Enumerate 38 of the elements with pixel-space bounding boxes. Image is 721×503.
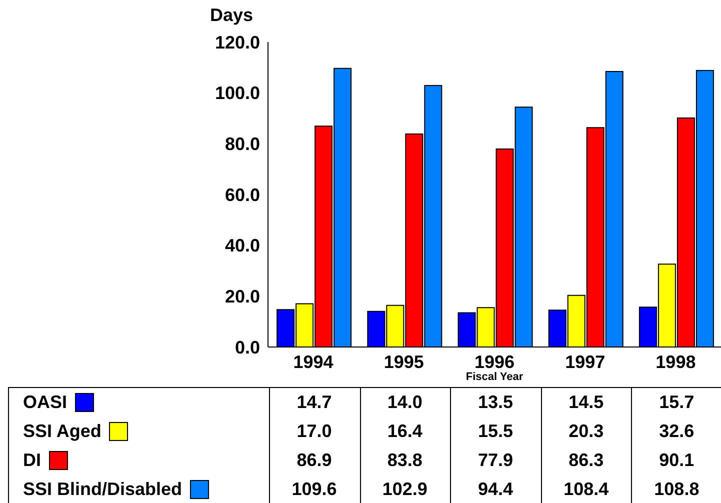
data-label: 20.3 — [568, 421, 605, 442]
data-label: 102.9 — [381, 479, 428, 500]
legend-label: SSI Aged — [23, 421, 102, 442]
data-label: 109.6 — [290, 479, 338, 500]
data-label: 14.7 — [296, 392, 333, 413]
legend-label: SSI Blind/Disabled — [23, 479, 182, 500]
data-label: 86.3 — [568, 450, 605, 471]
data-label: 90.1 — [658, 450, 696, 471]
data-label: 77.9 — [476, 450, 514, 471]
y-tick-label: 0.0 — [234, 337, 260, 358]
data-label: 16.4 — [386, 421, 424, 442]
y-tick-label: 120.0 — [214, 32, 260, 52]
y-tick-label: 20.0 — [224, 286, 260, 307]
data-label: 15.5 — [476, 421, 514, 442]
x-tick-label: 1997 — [565, 352, 606, 372]
data-label: 14.0 — [386, 392, 424, 413]
data-label: 17.0 — [296, 421, 333, 442]
data-label: 13.5 — [476, 392, 514, 413]
legend-label: DI — [23, 450, 41, 471]
data-label: 14.5 — [568, 392, 605, 413]
x-tick-label: 1995 — [384, 352, 424, 372]
data-label: 83.8 — [386, 450, 424, 471]
y-tick-label: 80.0 — [224, 134, 260, 154]
data-label: 108.4 — [562, 479, 610, 500]
legend-label: OASI — [23, 392, 68, 413]
data-label: 86.9 — [296, 450, 333, 471]
data-label: 94.4 — [476, 479, 514, 500]
data-label: 32.6 — [658, 421, 696, 442]
data-label: 15.7 — [658, 392, 696, 413]
x-tick-label: 1998 — [656, 352, 696, 372]
x-tick-label: 1996 — [474, 352, 515, 372]
data-label: 108.8 — [653, 479, 700, 500]
y-tick-label: 40.0 — [224, 236, 260, 256]
y-tick-label: 60.0 — [224, 184, 260, 205]
x-tick-label: 1994 — [293, 352, 334, 372]
y-tick-label: 100.0 — [214, 83, 260, 104]
y-axis-title: Days — [210, 5, 254, 26]
x-axis-title: Fiscal Year — [464, 371, 524, 383]
